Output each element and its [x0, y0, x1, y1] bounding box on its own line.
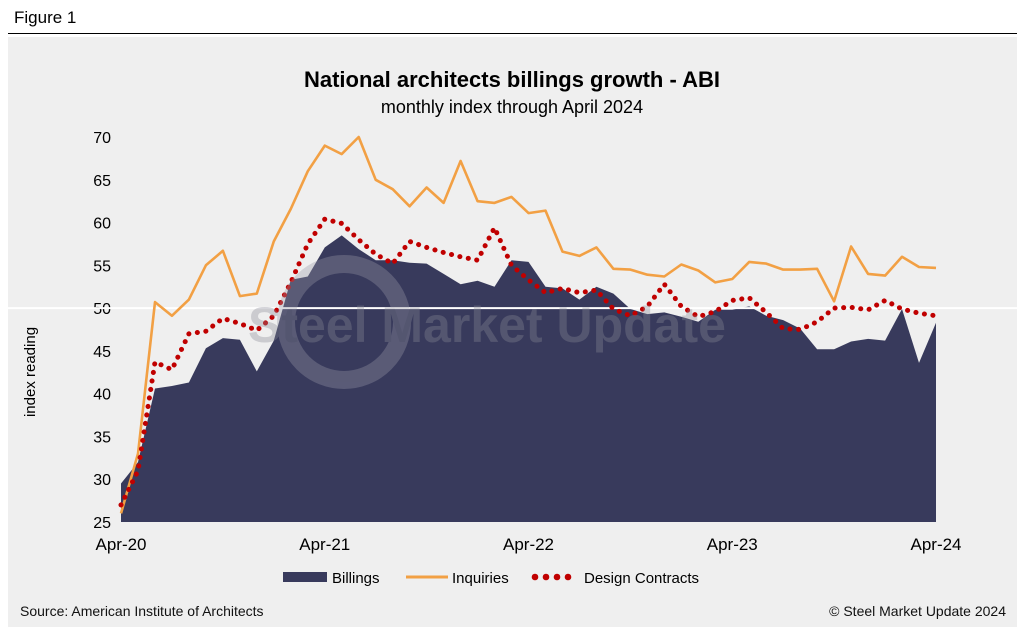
y-tick-label: 65 — [93, 173, 111, 190]
billings-area — [121, 235, 936, 522]
y-tick-label: 25 — [93, 515, 111, 532]
chart-panel: National architects billings growth - AB… — [8, 37, 1017, 627]
top-rule — [8, 33, 1017, 34]
abi-chart: National architects billings growth - AB… — [8, 67, 1017, 587]
legend: Billings Inquiries Design Contracts — [283, 570, 699, 587]
watermark-text: Steel Market Update — [248, 297, 726, 353]
plot-area: 70 65 60 55 50 45 40 35 30 25 Apr-20 Apr-21 Apr-22 Ap… — [8, 130, 1017, 554]
chart-title: National architects billings growth - AB… — [304, 67, 720, 92]
y-tick-label: 50 — [93, 301, 111, 318]
legend-label-design-contracts: Design Contracts — [584, 570, 699, 587]
y-tick-label: 70 — [93, 130, 111, 147]
copyright-note: © Steel Market Update 2024 — [829, 603, 1006, 619]
watermark-logo: Steel Market Update — [248, 255, 726, 389]
figure-label: Figure 1 — [14, 8, 77, 27]
inquiries-line — [119, 135, 937, 514]
design-contracts-line — [118, 216, 939, 508]
legend-swatch-billings — [283, 572, 327, 582]
y-tick-label: 55 — [93, 258, 111, 275]
y-tick-label: 45 — [93, 344, 111, 361]
chart-subtitle: monthly index through April 2024 — [381, 97, 643, 117]
x-tick-label: Apr-22 — [503, 535, 554, 554]
x-tick-label: Apr-23 — [707, 535, 758, 554]
y-tick-label: 30 — [93, 472, 111, 489]
y-tick-label: 35 — [93, 429, 111, 446]
y-tick-label: 60 — [93, 216, 111, 233]
source-note: Source: American Institute of Architects — [20, 603, 264, 619]
x-tick-label: Apr-20 — [95, 535, 146, 554]
y-tick-label: 40 — [93, 387, 111, 404]
legend-swatch-design-contracts — [531, 573, 572, 581]
legend-label-inquiries: Inquiries — [452, 570, 509, 587]
y-axis-label: index reading — [22, 327, 39, 417]
x-tick-label: Apr-24 — [910, 535, 961, 554]
x-tick-label: Apr-21 — [299, 535, 350, 554]
legend-label-billings: Billings — [332, 570, 380, 587]
